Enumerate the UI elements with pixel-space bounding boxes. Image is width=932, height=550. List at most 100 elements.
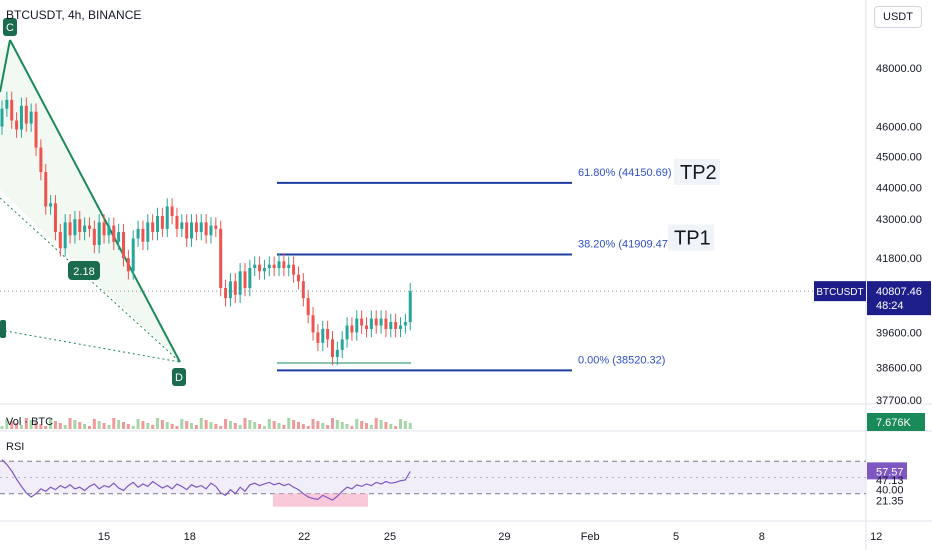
candle-body	[10, 99, 14, 121]
candle-body	[306, 298, 310, 316]
candle-body	[83, 225, 87, 233]
volume-label[interactable]: Vol · BTC	[6, 416, 54, 428]
volume-bar	[122, 422, 125, 429]
time-tick-label: 5	[673, 531, 679, 543]
volume-bar	[350, 426, 354, 429]
candle-body	[296, 274, 300, 282]
fib-level-label: 61.80% (44150.69)	[578, 167, 672, 179]
fib-level-label: 0.00% (38520.32)	[578, 354, 665, 366]
volume-bar	[39, 424, 43, 429]
volume-bar	[136, 419, 140, 429]
candle-body	[340, 339, 344, 350]
volume-bar	[175, 426, 179, 429]
volume-bar	[282, 425, 286, 429]
candle-body	[73, 219, 77, 236]
volume-bar	[112, 418, 116, 429]
target-label: TP2	[680, 162, 717, 184]
candle-body	[369, 318, 373, 329]
volume-bar	[5, 419, 9, 429]
candle-body	[224, 288, 228, 299]
candle-body	[19, 105, 23, 130]
time-tick-label: 29	[498, 531, 510, 543]
volume-bar	[194, 425, 198, 429]
volume-bar	[306, 426, 310, 429]
candle-body	[117, 232, 121, 242]
price-tick-label: 44000.00	[876, 183, 922, 195]
candle-body	[204, 222, 208, 236]
symbol-title[interactable]: BTCUSDT, 4h, BINANCE	[6, 8, 142, 22]
volume-bar	[34, 422, 38, 429]
price-tick-label: 41800.00	[876, 253, 922, 265]
candle-body	[97, 222, 101, 246]
candle-body	[209, 225, 213, 236]
candle-body	[175, 216, 179, 229]
candle-body	[0, 108, 4, 127]
pattern-point-marker	[3, 18, 17, 36]
symbol-badge	[814, 281, 866, 302]
candle-body	[321, 328, 325, 343]
last-price-text: 40807.46	[876, 286, 922, 298]
volume-bar	[180, 419, 184, 429]
pattern-fill	[0, 40, 180, 362]
candle-body	[394, 322, 398, 329]
volume-bar	[301, 424, 305, 429]
candle-body	[180, 222, 184, 229]
pattern-ratio-badge	[68, 261, 100, 280]
rsi-tick-label: 47.13	[876, 475, 904, 487]
volume-bar	[58, 423, 62, 429]
time-tick-label: Feb	[581, 531, 600, 543]
candle-body	[131, 238, 135, 272]
volume-bar	[408, 423, 412, 429]
candle-body	[374, 318, 378, 326]
volume-bar	[97, 421, 101, 429]
price-tick-label: 43000.00	[876, 214, 922, 226]
candle-body	[408, 291, 412, 323]
time-tick-label: 8	[759, 531, 765, 543]
volume-bar	[224, 419, 228, 429]
rsi-label[interactable]: RSI	[6, 441, 25, 453]
volume-bar	[253, 422, 257, 429]
rsi-line	[1, 459, 411, 501]
price-tick-label: 48000.00	[876, 63, 922, 75]
candle-body	[365, 325, 368, 329]
time-tick-label: 15	[98, 531, 110, 543]
candle-body	[24, 105, 28, 124]
candle-body	[39, 147, 43, 173]
volume-bar	[340, 422, 344, 429]
volume-bar	[262, 426, 266, 429]
volume-bar	[19, 425, 23, 429]
candle-body	[267, 264, 271, 269]
rsi-value-text: 57.57	[876, 466, 904, 478]
candle-body	[194, 222, 198, 233]
time-tick-label: 12	[870, 531, 882, 543]
candle-body	[126, 258, 130, 272]
pattern-point-marker	[172, 368, 186, 386]
candle-body	[87, 225, 91, 229]
candle-body	[262, 268, 266, 272]
volume-bar	[10, 421, 14, 429]
volume-bar	[53, 421, 57, 429]
candle-body	[34, 111, 38, 148]
volume-bar	[63, 425, 67, 429]
volume-bar	[258, 424, 262, 429]
candle-body	[15, 120, 19, 130]
candle-body	[403, 322, 407, 326]
volume-bar	[141, 421, 145, 429]
volume-bar	[117, 420, 121, 429]
volume-bar	[365, 423, 368, 429]
volume-bar	[156, 418, 160, 429]
volume-bar	[199, 418, 203, 429]
candle-body	[136, 228, 140, 239]
candle-body	[185, 222, 189, 239]
price-tick-label: 39600.00	[876, 327, 922, 339]
volume-bar	[355, 419, 359, 429]
candle-body	[49, 203, 53, 207]
volume-bar	[209, 422, 213, 429]
volume-bar	[228, 421, 232, 429]
currency-selector[interactable]: USDT	[874, 6, 922, 28]
pattern-point-label: C	[6, 22, 14, 34]
candle-body	[156, 216, 160, 233]
candle-body	[277, 261, 281, 269]
volume-bar	[24, 418, 28, 429]
